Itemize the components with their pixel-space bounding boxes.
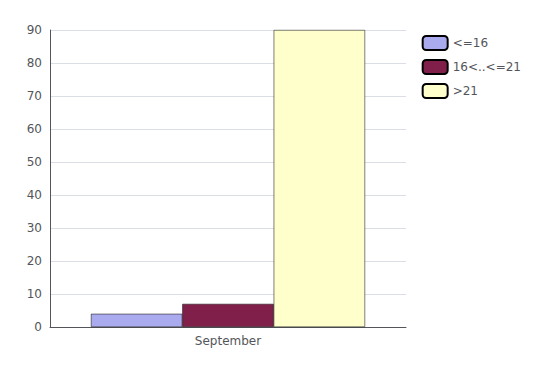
svg-text:90: 90 <box>27 23 42 37</box>
svg-text:September: September <box>195 334 261 348</box>
svg-text:40: 40 <box>27 188 42 202</box>
svg-text:70: 70 <box>27 89 42 103</box>
svg-text:16<..<=21: 16<..<=21 <box>453 60 521 74</box>
svg-text:10: 10 <box>27 287 42 301</box>
svg-text:>21: >21 <box>453 84 478 98</box>
svg-text:0: 0 <box>34 320 42 334</box>
svg-text:80: 80 <box>27 56 42 70</box>
svg-text:50: 50 <box>27 155 42 169</box>
svg-text:20: 20 <box>27 254 42 268</box>
svg-text:60: 60 <box>27 122 42 136</box>
svg-text:<=16: <=16 <box>453 36 488 50</box>
svg-text:30: 30 <box>27 221 42 235</box>
